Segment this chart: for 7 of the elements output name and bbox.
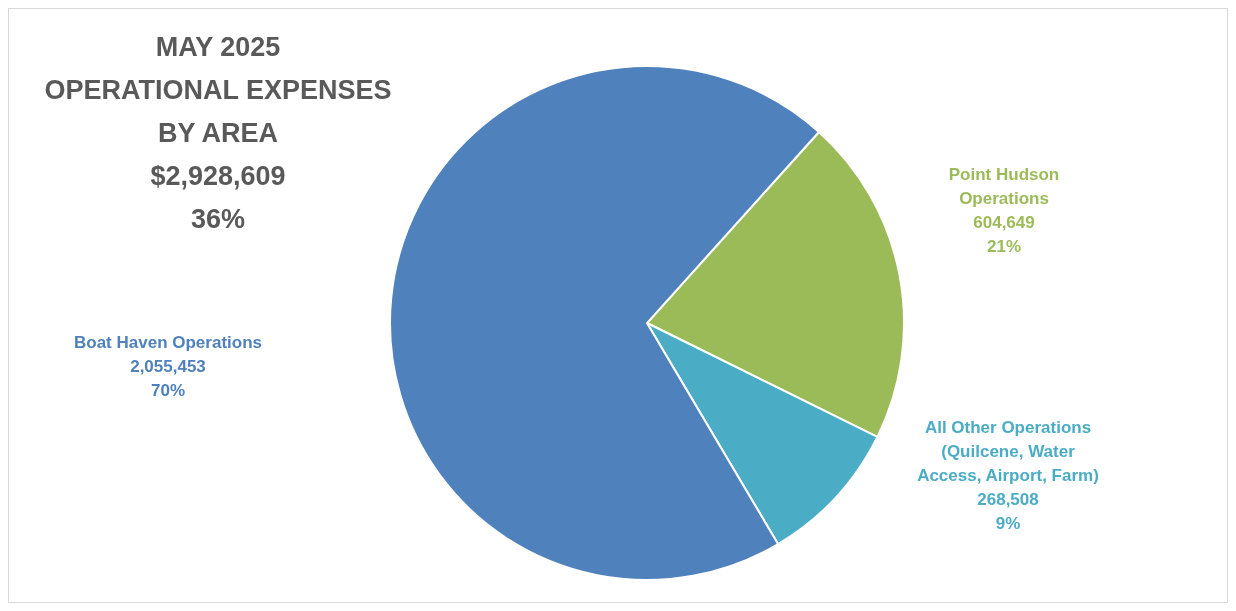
text: MAY 2025 OPERATIONAL EXPENSES BY AREA $2,928,609 36%	[44, 32, 392, 234]
slice-label: All Other Operations (Quilcene, Water Access, Airport, Farm)	[917, 418, 1099, 485]
data-label: 268,508 9%	[977, 490, 1039, 533]
slice-label: Boat Haven Operations	[74, 333, 262, 352]
data-label: 604,649 21%	[973, 213, 1035, 256]
data-label: 2,055,453 70%	[130, 357, 206, 400]
slice-label: Point Hudson Operations	[948, 165, 1060, 208]
